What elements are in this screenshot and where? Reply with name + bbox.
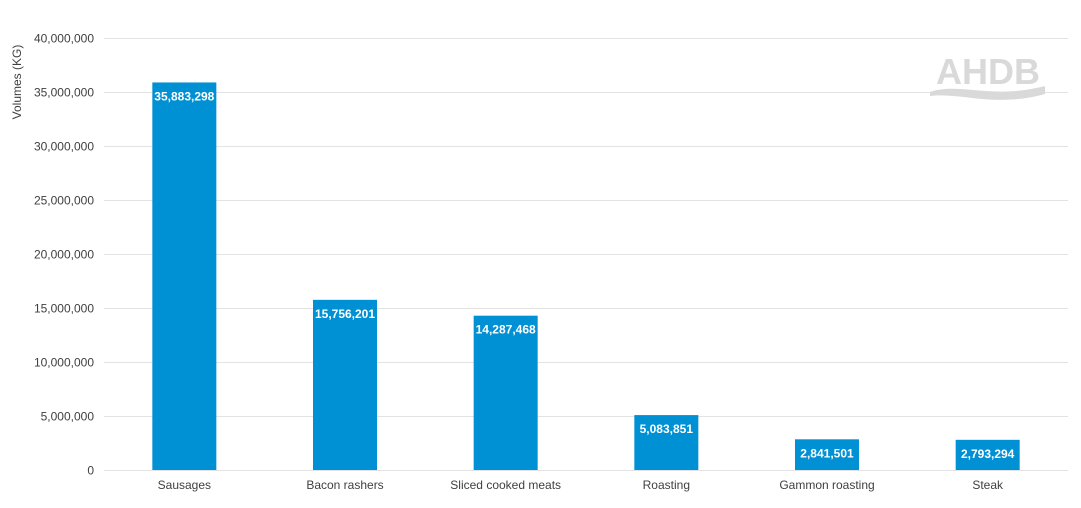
bar-value-label: 2,793,294	[961, 447, 1015, 461]
y-axis-ticks: 0 5,000,000 10,000,000 15,000,000 20,000,000…	[34, 32, 94, 478]
bar-value-label: 2,841,501	[800, 446, 854, 460]
bar	[955, 439, 1020, 470]
bar	[634, 415, 699, 470]
logo-text: AHDB	[936, 51, 1040, 92]
bar	[152, 82, 217, 470]
x-category-label: Steak	[972, 478, 1004, 492]
x-category-label: Roasting	[643, 478, 690, 492]
bar	[795, 439, 859, 470]
y-tick-label: 30,000,000	[34, 140, 94, 154]
x-category-label: Sliced cooked meats	[450, 478, 561, 492]
x-category-label: Sausages	[158, 478, 211, 492]
bar-value-label: 5,083,851	[640, 422, 694, 436]
bar-value-label: 15,756,201	[315, 307, 375, 321]
ahdb-logo-watermark: AHDB	[930, 51, 1045, 100]
bars	[152, 82, 1020, 470]
data-labels: 35,883,298 15,756,201 14,287,468 5,083,851 2…	[154, 89, 1014, 460]
y-tick-label: 15,000,000	[34, 302, 94, 316]
bar-value-label: 35,883,298	[154, 89, 214, 103]
y-tick-label: 0	[87, 464, 94, 478]
y-axis-label: Volumes (KG)	[10, 45, 24, 120]
gridlines	[104, 38, 1068, 471]
y-tick-label: 35,000,000	[34, 86, 94, 100]
x-category-label: Gammon roasting	[779, 478, 874, 492]
y-tick-label: 5,000,000	[41, 410, 95, 424]
bar-value-label: 14,287,468	[476, 323, 536, 337]
logo-swoosh	[930, 86, 1045, 100]
bar	[313, 299, 377, 470]
x-category-label: Bacon rashers	[306, 478, 383, 492]
y-tick-label: 40,000,000	[34, 32, 94, 46]
y-tick-label: 10,000,000	[34, 356, 94, 370]
bar	[473, 315, 538, 470]
y-tick-label: 25,000,000	[34, 194, 94, 208]
y-tick-label: 20,000,000	[34, 248, 94, 262]
x-axis-categories: Sausages Bacon rashers Sliced cooked meats…	[158, 478, 1004, 492]
